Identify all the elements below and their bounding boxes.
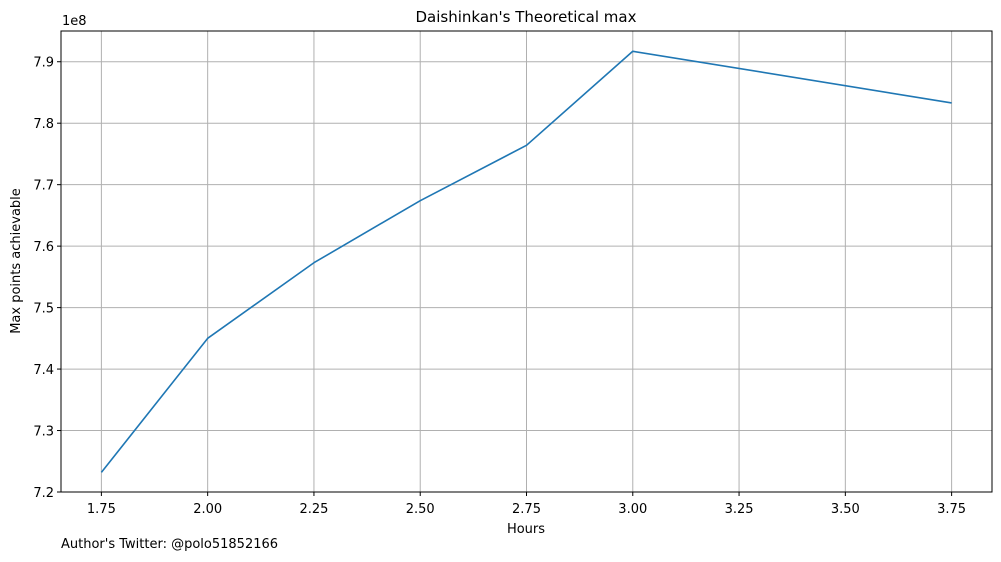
- author-footnote: Author's Twitter: @polo51852166: [61, 537, 279, 552]
- x-tick-label: 3.50: [831, 502, 860, 517]
- x-tick-label: 2.00: [193, 502, 222, 517]
- y-tick-label: 7.7: [33, 179, 54, 194]
- y-tick-label: 7.4: [33, 363, 54, 378]
- x-tick-label: 2.50: [406, 502, 435, 517]
- chart-title: Daishinkan's Theoretical max: [416, 8, 637, 26]
- y-tick-label: 7.3: [33, 425, 54, 440]
- x-axis-title: Hours: [507, 522, 545, 537]
- y-axis-title: Max points achievable: [9, 188, 24, 334]
- grid: [61, 31, 992, 493]
- series-line: [100, 50, 952, 473]
- x-tick-label: 3.25: [725, 502, 754, 517]
- x-tick-label: 2.75: [512, 502, 541, 517]
- y-ticks: 7.2 7.3 7.4 7.5 7.6 7.7 7.8 7.9: [33, 56, 61, 501]
- y-tick-label: 7.8: [33, 117, 54, 132]
- x-ticks: 1.75 2.00 2.25 2.50 2.75 3.00 3.25 3.50 3.75: [87, 492, 966, 517]
- y-tick-label: 7.9: [33, 56, 54, 71]
- y-tick-label: 7.2: [33, 486, 54, 501]
- x-tick-label: 1.75: [87, 502, 116, 517]
- x-tick-label: 3.00: [618, 502, 647, 517]
- x-tick-label: 3.75: [937, 502, 966, 517]
- x-tick-label: 2.25: [299, 502, 328, 517]
- series-lines: [100, 50, 952, 473]
- y-offset-label: 1e8: [62, 14, 87, 29]
- y-tick-label: 7.6: [33, 240, 54, 255]
- y-tick-label: 7.5: [33, 302, 54, 317]
